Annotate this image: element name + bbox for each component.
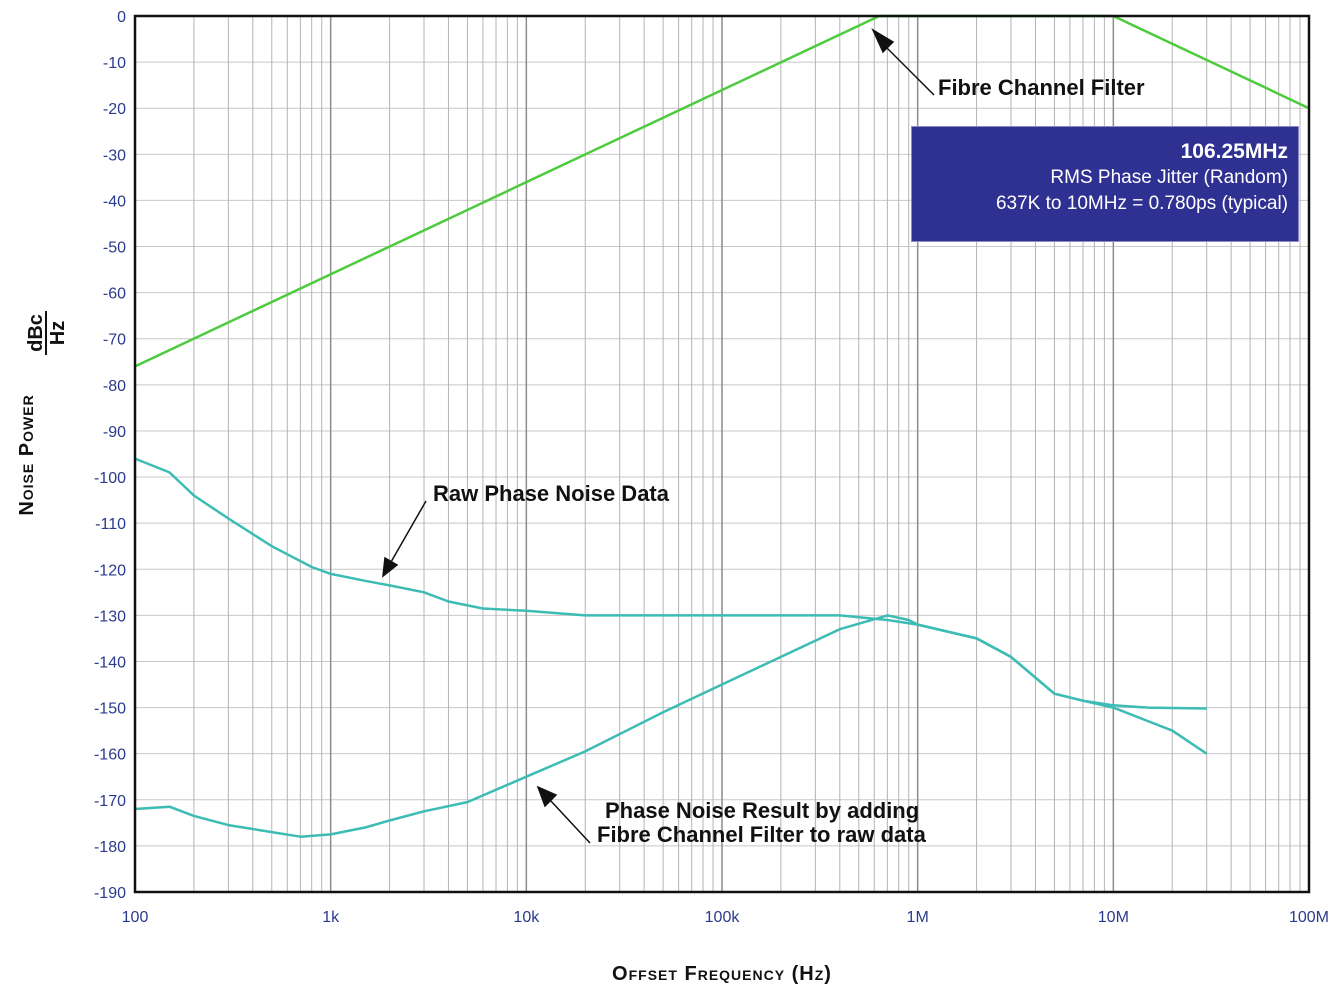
jitter-info-box: 106.25MHz RMS Phase Jitter (Random) 637K… xyxy=(911,126,1299,242)
y-tick-label: -60 xyxy=(103,286,126,303)
plot-frame xyxy=(133,14,1311,894)
series-line-2 xyxy=(134,614,1208,838)
y-axis-title: Noise Power xyxy=(16,394,38,515)
x-tick-label: 10M xyxy=(1098,909,1129,926)
y-tick-label: -140 xyxy=(94,654,126,671)
y-tick-label: -170 xyxy=(94,793,126,810)
x-tick-label: 1M xyxy=(907,909,929,926)
y-tick-label: -100 xyxy=(94,470,126,487)
annotation-result-line2: Fibre Channel Filter to raw data xyxy=(597,822,927,847)
series-line-1 xyxy=(134,457,1207,710)
annotation-fibre-channel-filter: Fibre Channel Filter xyxy=(938,75,1145,100)
y-tick-label: -20 xyxy=(103,101,126,118)
y-axis-unit: dBc Hz xyxy=(25,311,69,355)
y-tick-label: -180 xyxy=(94,839,126,856)
y-axis-unit-numerator: dBc xyxy=(25,314,47,352)
y-tick-label: -160 xyxy=(94,747,126,764)
fibre-arrow-line xyxy=(882,43,935,96)
y-tick-label: -130 xyxy=(94,608,126,625)
annotation-arrows xyxy=(382,28,935,844)
y-tick-label: -190 xyxy=(94,885,126,902)
x-tick-labels: 100 1k 10k 100k 1M 10M 100M xyxy=(122,909,1329,926)
y-axis-unit-denominator: Hz xyxy=(47,321,69,345)
y-tick-labels: 0 -10 -20 -30 -40 -50 -60 -70 -80 -90 -100 -110 -120… xyxy=(94,9,126,902)
raw-arrow-line xyxy=(390,500,427,563)
x-tick-label: 10k xyxy=(513,909,540,926)
x-tick-label: 1k xyxy=(322,909,340,926)
y-tick-label: -30 xyxy=(103,147,126,164)
info-box-line2: 637K to 10MHz = 0.780ps (typical) xyxy=(995,193,1288,214)
y-tick-label: -120 xyxy=(94,562,126,579)
info-box-title: 106.25MHz xyxy=(1180,140,1288,163)
x-tick-label: 100k xyxy=(705,909,741,926)
info-box-line1: RMS Phase Jitter (Random) xyxy=(1050,167,1288,188)
y-tick-label: -50 xyxy=(103,240,126,257)
y-tick-label: -80 xyxy=(103,378,126,395)
y-tick-label: -70 xyxy=(103,332,126,349)
y-tick-label: -150 xyxy=(94,701,126,718)
result-arrow-line xyxy=(549,799,591,844)
x-axis-title: Offset Frequency (Hz) xyxy=(612,963,832,985)
result-arrow-head xyxy=(536,785,558,808)
y-tick-label: -90 xyxy=(103,424,126,441)
raw-arrow-head xyxy=(382,556,399,578)
fibre-arrow-head xyxy=(871,28,895,54)
annotation-raw-phase-noise: Raw Phase Noise Data xyxy=(433,481,670,506)
x-tick-label: 100 xyxy=(122,909,149,926)
annotation-result-line1: Phase Noise Result by adding xyxy=(605,798,919,823)
y-tick-label: -110 xyxy=(95,516,126,533)
y-axis-title-main: Noise Power xyxy=(16,394,38,515)
y-tick-label: -10 xyxy=(103,55,126,72)
y-tick-label: -40 xyxy=(103,193,126,210)
y-tick-label: 0 xyxy=(117,9,126,26)
x-tick-label: 100M xyxy=(1289,909,1329,926)
